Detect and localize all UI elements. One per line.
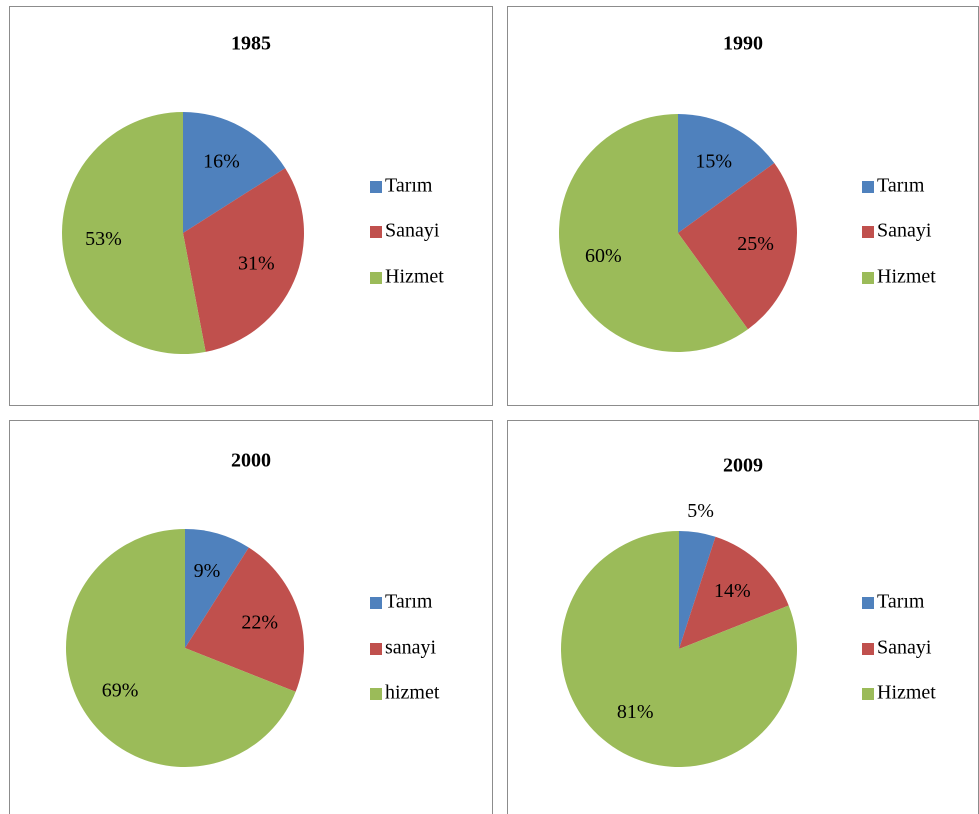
legend-label: Sanayi	[877, 220, 932, 242]
legend-swatch	[862, 272, 874, 284]
data-label: 9%	[194, 560, 221, 582]
legend-swatch	[370, 181, 382, 193]
pie-slice	[185, 529, 249, 648]
legend-swatch	[862, 597, 874, 609]
legend-label: Hizmet	[877, 682, 936, 704]
legend-label: Sanayi	[877, 637, 932, 659]
pie-slice	[183, 112, 286, 233]
pie-slice	[678, 163, 798, 330]
legend-label: hizmet	[385, 682, 440, 704]
chart-title: 2000	[231, 450, 271, 472]
legend-label: Hizmet	[877, 266, 936, 288]
pie-slice	[561, 531, 797, 767]
legend-swatch	[862, 226, 874, 238]
legend-swatch	[862, 643, 874, 655]
panel-frame	[9, 6, 493, 406]
pie-slice	[559, 114, 748, 352]
data-label: 53%	[85, 228, 122, 250]
chart-title: 1990	[723, 33, 763, 55]
legend-swatch	[862, 181, 874, 193]
data-label: 5%	[687, 500, 714, 522]
data-label: 22%	[241, 611, 278, 633]
data-label: 15%	[695, 151, 732, 173]
data-label: 14%	[714, 580, 751, 602]
data-label: 69%	[102, 680, 139, 702]
legend-label: Tarım	[877, 591, 925, 613]
legend-label: Tarım	[877, 175, 925, 197]
legend-swatch	[370, 272, 382, 284]
pie-slice	[61, 112, 206, 354]
data-label: 31%	[238, 252, 275, 274]
legend-label: Tarım	[385, 175, 433, 197]
pie-slice	[678, 114, 775, 233]
data-label: 60%	[585, 245, 622, 267]
data-label: 25%	[737, 233, 774, 255]
pie-slice	[679, 536, 789, 649]
data-label: 81%	[617, 701, 654, 723]
legend-label: Tarım	[385, 591, 433, 613]
legend-label: sanayi	[385, 637, 437, 659]
legend-swatch	[370, 643, 382, 655]
legend-label: Hizmet	[385, 266, 444, 288]
legend-swatch	[862, 688, 874, 700]
legend-label: Sanayi	[385, 220, 440, 242]
pie-slice	[183, 168, 304, 352]
pie-slice	[185, 547, 304, 692]
legend-swatch	[370, 597, 382, 609]
panel-frame	[9, 420, 493, 814]
data-label: 16%	[203, 151, 240, 173]
chart-title: 2009	[723, 455, 763, 477]
pie-slice	[66, 529, 296, 767]
legend-swatch	[370, 226, 382, 238]
legend-swatch	[370, 688, 382, 700]
chart-title: 1985	[231, 33, 271, 55]
pie-slice	[679, 531, 716, 649]
